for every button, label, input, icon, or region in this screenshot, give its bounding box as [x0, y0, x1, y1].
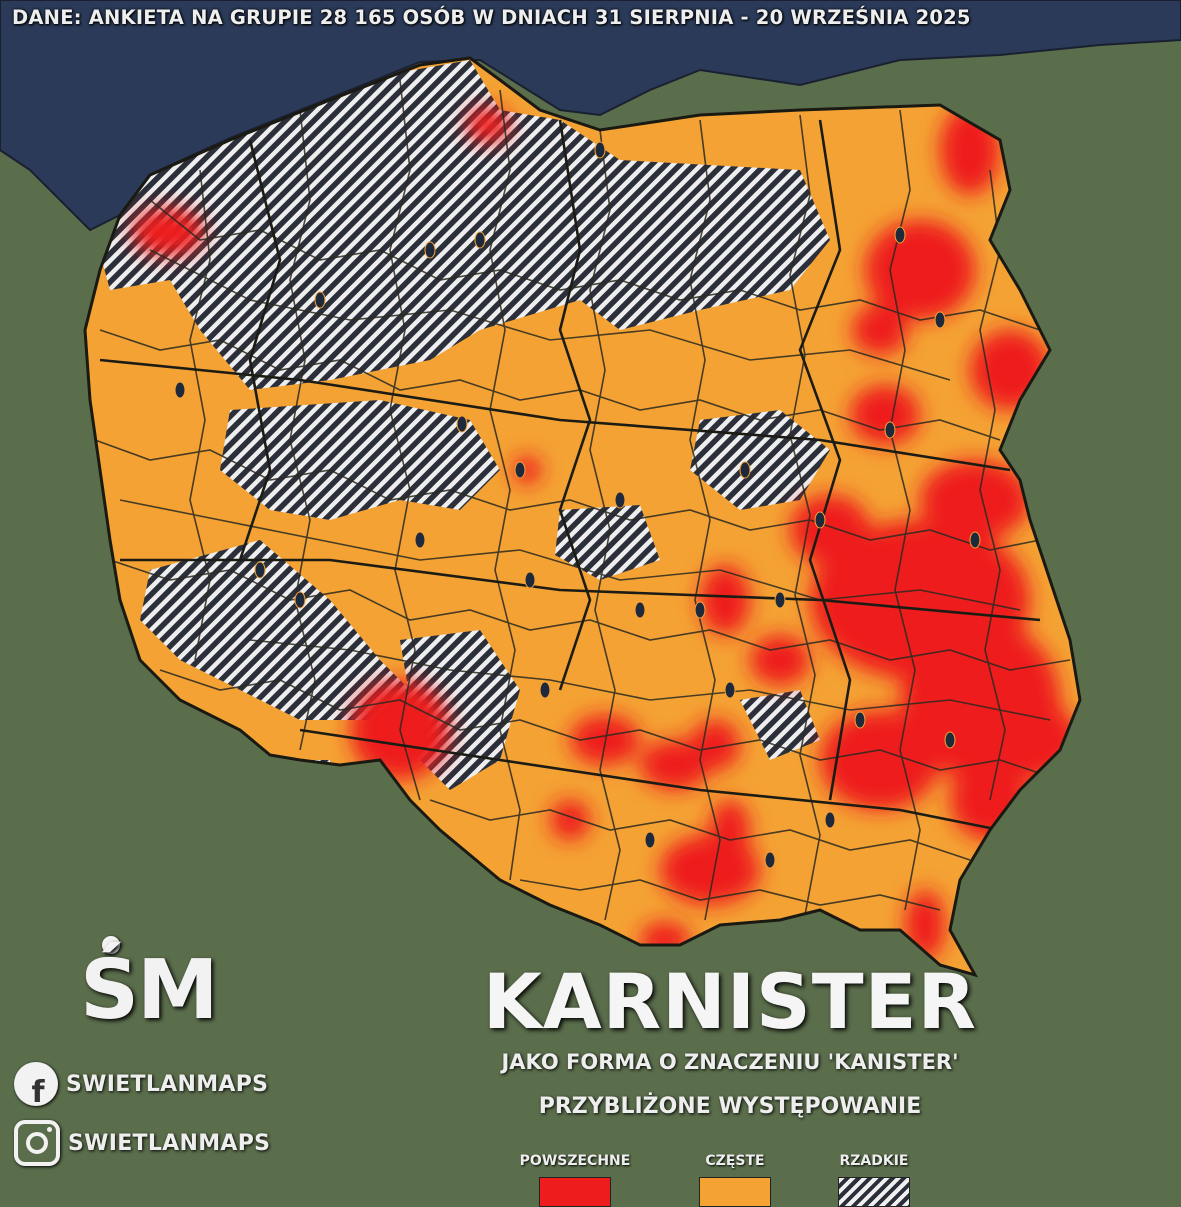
legend-item-common: POWSZECHNE [510, 1153, 640, 1207]
instagram-handle: SWIETLANMAPS [68, 1130, 271, 1156]
swietlanmaps-logo: ŚM [80, 930, 240, 1050]
source-note: DANE: ANKIETA NA GRUPIE 28 165 OSÓB W DN… [12, 6, 971, 29]
baltic-sea [0, 0, 1181, 232]
instagram-icon [14, 1120, 60, 1166]
facebook-handle: SWIETLANMAPS [66, 1071, 269, 1097]
legend: PRZYBLIŻONE WYSTĘPOWANIE POWSZECHNE CZĘS… [500, 1094, 960, 1207]
legend-label-rare: RZADKIE [839, 1153, 909, 1169]
legend-swatch-frequent [699, 1177, 771, 1207]
legend-swatch-rare [838, 1177, 910, 1207]
city-markers [174, 141, 981, 869]
map-title: KARNISTER [482, 957, 978, 1046]
voivodeship-borders [99, 119, 1041, 832]
facebook-link[interactable]: f SWIETLANMAPS [14, 1062, 268, 1106]
instagram-link[interactable]: SWIETLANMAPS [14, 1120, 270, 1166]
logo-dot [102, 936, 120, 954]
county-borders [94, 79, 1071, 921]
legend-swatch-common [539, 1177, 611, 1207]
legend-title: PRZYBLIŻONE WYSTĘPOWANIE [538, 1094, 922, 1119]
logo-text: ŚM [80, 943, 219, 1038]
legend-label-frequent: CZĘSTE [705, 1153, 765, 1169]
legend-item-frequent: CZĘSTE [670, 1153, 800, 1207]
facebook-icon: f [14, 1062, 58, 1106]
legend-item-rare: RZADKIE [809, 1153, 939, 1207]
map-subtitle: JAKO FORMA O ZNACZENIU 'KANISTER' [501, 1050, 959, 1074]
legend-label-common: POWSZECHNE [519, 1153, 631, 1169]
